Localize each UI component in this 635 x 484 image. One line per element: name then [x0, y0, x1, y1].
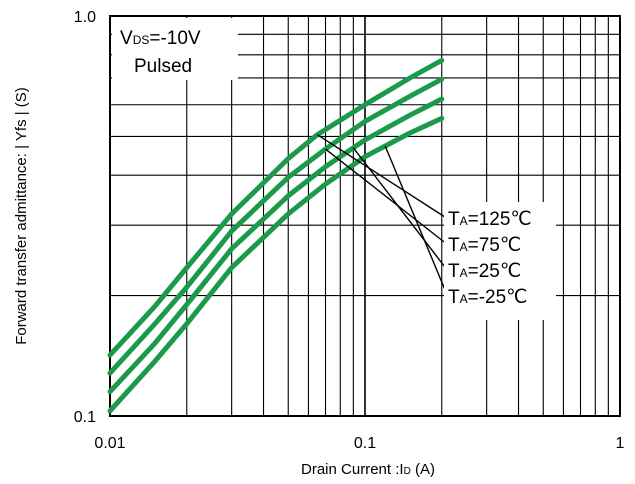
legend-box: [444, 202, 556, 320]
series-line-0: [107, 57, 445, 358]
legend-leaders: [316, 134, 449, 298]
y-tick-label-1.0: 1.0: [74, 9, 96, 26]
legend-leader-line-2: [352, 147, 449, 272]
condition-pulsed-text: Pulsed: [134, 56, 192, 77]
legend-label-0: TA=125℃: [448, 209, 532, 230]
y-axis-label: Forward transfer admittance: | Yfs | (S): [13, 87, 30, 345]
x-tick-label-0.1: 0.1: [354, 435, 376, 452]
condition-vds-text: VDS=-10V: [120, 28, 201, 49]
series-line-1: [107, 76, 445, 376]
plot-frame: [109, 15, 621, 417]
x-tick-label-1: 1: [616, 435, 625, 452]
x-axis-label: Drain Current :ID (A): [301, 461, 435, 478]
series-line-2: [107, 96, 445, 395]
series-line-3: [107, 115, 445, 414]
legend-label-3: TA=-25℃: [448, 287, 528, 308]
condition-annotation-box: [112, 18, 238, 80]
legend-leader-line-0: [316, 134, 449, 220]
legend-leader-line-3: [384, 145, 449, 298]
legend-label-2: TA=25℃: [448, 261, 521, 282]
y-tick-label-0.1: 0.1: [74, 409, 96, 426]
series-group: [107, 57, 445, 414]
legend-label-1: TA=75℃: [448, 235, 521, 256]
legend: TA=125℃ TA=75℃ TA=25℃ TA=-25℃: [448, 209, 532, 308]
x-tick-label-0.01: 0.01: [94, 435, 125, 452]
legend-leader-line-1: [325, 148, 449, 246]
